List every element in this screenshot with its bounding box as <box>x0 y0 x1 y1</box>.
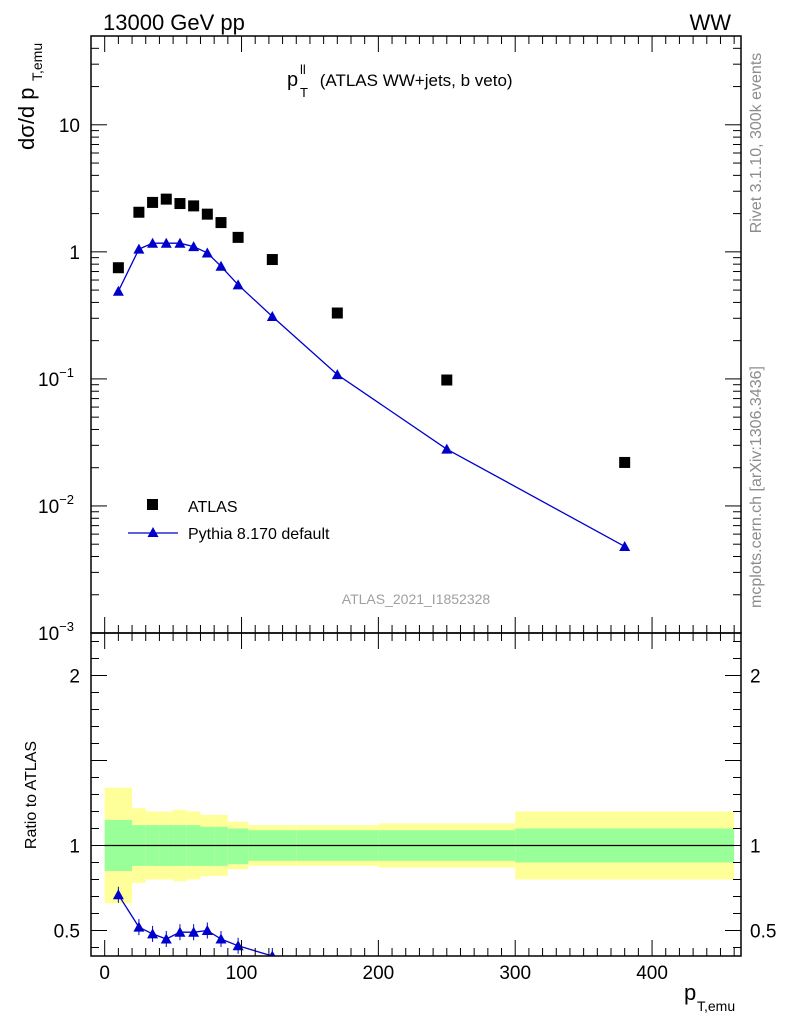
pythia-point <box>619 540 631 551</box>
legend-atlas-label: ATLAS <box>188 499 238 516</box>
main-panel: 10−3 10−2 10−1 1 10 p ll T (ATLAS WW+jets, b… <box>14 35 742 645</box>
atlas-point <box>331 307 343 319</box>
pythia-point <box>112 285 124 296</box>
pythia-point <box>232 279 244 290</box>
atlas-point <box>266 254 278 266</box>
main-ytick-label: 10−1 <box>38 365 74 391</box>
ratio-pythia-point <box>147 928 159 939</box>
ratio-xtick-label: 300 <box>499 963 531 984</box>
analysis-watermark: ATLAS_2021_I1852328 <box>342 591 491 607</box>
ratio-xtick-label: 100 <box>226 963 258 984</box>
ratio-pythia-point <box>174 926 186 937</box>
plot-title-var: p <box>287 69 298 91</box>
plot-title-sub: T <box>300 85 308 100</box>
ratio-xtick-label: 400 <box>636 963 668 984</box>
ratio-xlabel-sub: T,emu <box>697 998 735 1014</box>
main-ytick-exp: −1 <box>59 365 74 380</box>
ratio-xlabel-text: p <box>684 980 696 1005</box>
ratio-ylabel: Ratio to ATLAS <box>23 741 40 849</box>
plot-title-sup: ll <box>300 62 306 77</box>
ratio-pythia-point <box>160 933 172 944</box>
pythia-point <box>441 443 453 454</box>
pythia-point <box>266 310 278 321</box>
ratio-xtick-label: 200 <box>363 963 395 984</box>
pythia-point <box>188 241 200 252</box>
ratio-ytick-label: 1 <box>69 837 80 858</box>
rivet-label: Rivet 3.1.10, 300k events <box>748 53 765 234</box>
pythia-point <box>201 247 213 258</box>
pythia-point <box>147 237 159 248</box>
legend-pythia-marker <box>147 527 159 537</box>
main-ytick-label: 1 <box>69 243 80 264</box>
pythia-point <box>215 260 227 271</box>
atlas-point <box>174 198 186 210</box>
ratio-pythia-point <box>201 925 213 935</box>
atlas-point <box>160 193 172 205</box>
atlas-point <box>215 217 227 229</box>
main-ytick-exp: −2 <box>59 492 74 507</box>
atlas-point <box>619 456 631 468</box>
main-ytick-label: 10−3 <box>38 619 74 645</box>
ratio-pythia-point <box>215 933 227 944</box>
ratio-pythia-point <box>269 950 276 956</box>
ratio-pythia-line <box>117 894 273 956</box>
mcplots-label: mcplots.cern.ch [arXiv:1306.3436] <box>748 366 765 608</box>
atlas-point <box>112 262 124 274</box>
main-ylabel-text: dσ/d p <box>14 87 39 150</box>
energy-label: 13000 GeV pp <box>103 10 245 35</box>
ratio-frame <box>90 632 742 957</box>
pythia-point <box>160 237 172 248</box>
ratio-pythia-point <box>188 926 200 937</box>
plot-title-text: (ATLAS WW+jets, b veto) <box>315 71 513 90</box>
ratio-band-inner <box>227 828 249 865</box>
ratio-ytick-label: 2 <box>69 667 80 688</box>
ratio-xtick-label: 0 <box>99 963 110 984</box>
ratio-ytick-label-right: 1 <box>750 837 761 858</box>
atlas-point <box>133 206 145 218</box>
ratio-pythia-point <box>232 940 244 951</box>
pythia-point <box>133 243 145 254</box>
atlas-point <box>441 374 453 386</box>
ratio-band-inner <box>214 826 228 866</box>
pythia-point <box>331 369 343 380</box>
ratio-pythia-point <box>133 921 145 932</box>
legend: ATLAS Pythia 8.170 default <box>128 499 330 543</box>
ratio-ytick-label-right: 2 <box>750 667 761 688</box>
main-ytick-exp: −3 <box>59 619 74 634</box>
main-frame <box>90 35 742 634</box>
legend-atlas-marker <box>147 499 158 510</box>
ratio-band-inner <box>200 826 215 866</box>
main-ytick-label: 10−2 <box>38 492 74 518</box>
atlas-point <box>188 200 200 212</box>
atlas-point <box>201 208 213 220</box>
main-ytick-label: 10 <box>59 116 80 137</box>
atlas-point <box>147 196 159 208</box>
main-ylabel-sub: T,emu <box>29 43 45 81</box>
ratio-ytick-label: 0.5 <box>54 922 80 943</box>
main-ylabel: dσ/d p T,emu <box>14 43 45 150</box>
ratio-pythia-point <box>112 889 124 900</box>
pythia-point <box>174 237 186 248</box>
atlas-point <box>232 231 244 243</box>
legend-pythia-label: Pythia 8.170 default <box>188 526 330 543</box>
ratio-panel: 0.5 0.5 1 1 2 2 0 100 200 300 400 Ratio to ATLAS p… <box>23 632 776 1014</box>
process-label: WW <box>689 10 731 35</box>
ratio-ytick-label-right: 0.5 <box>750 922 776 943</box>
ratio-xlabel: p T,emu <box>684 980 735 1014</box>
